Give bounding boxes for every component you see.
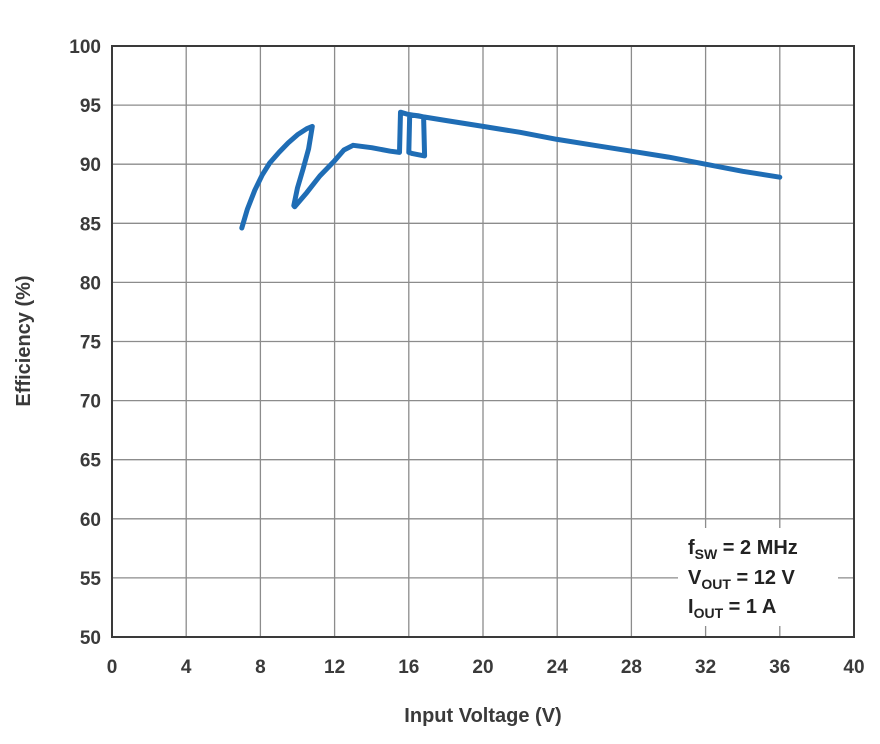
y-tick-label: 75	[80, 333, 102, 354]
grid-lines	[112, 46, 854, 637]
x-tick-labels: 0 4 8 12 16 20 24 28 32 36 40	[107, 657, 865, 678]
plot-frame	[111, 45, 855, 638]
x-tick-label: 36	[769, 657, 790, 678]
y-axis-title: Efficiency (%)	[13, 275, 35, 406]
annotation-background	[678, 528, 838, 626]
x-tick-label: 28	[621, 657, 642, 678]
efficiency-series-line	[239, 109, 783, 231]
y-tick-label: 55	[80, 569, 102, 590]
y-tick-label: 100	[69, 37, 101, 58]
y-tick-label: 65	[80, 451, 102, 472]
y-tick-label: 50	[80, 628, 101, 649]
x-tick-label: 32	[695, 657, 716, 678]
annotation-line: VOUT = 12 V	[688, 567, 796, 592]
x-tick-label: 12	[324, 657, 345, 678]
x-tick-label: 24	[547, 657, 569, 678]
annotation-line: fSW = 2 MHz	[688, 537, 798, 562]
y-tick-label: 85	[80, 214, 102, 235]
x-tick-label: 40	[843, 657, 864, 678]
x-tick-label: 20	[472, 657, 493, 678]
x-axis-title: Input Voltage (V)	[404, 705, 561, 727]
y-tick-label: 90	[80, 155, 101, 176]
annotation-line: IOUT = 1 A	[688, 596, 776, 621]
x-tick-label: 4	[181, 657, 192, 678]
y-tick-labels: 50 55 60 65 70 75 80 85 90 95 100	[69, 37, 101, 649]
y-tick-label: 95	[80, 96, 102, 117]
y-tick-label: 80	[80, 273, 101, 294]
y-tick-label: 70	[80, 392, 101, 413]
x-tick-label: 16	[398, 657, 419, 678]
x-tick-label: 0	[107, 657, 118, 678]
conditions-annotation: fSW = 2 MHz VOUT = 12 V IOUT = 1 A	[678, 528, 838, 626]
y-tick-label: 60	[80, 510, 101, 531]
x-tick-label: 8	[255, 657, 266, 678]
